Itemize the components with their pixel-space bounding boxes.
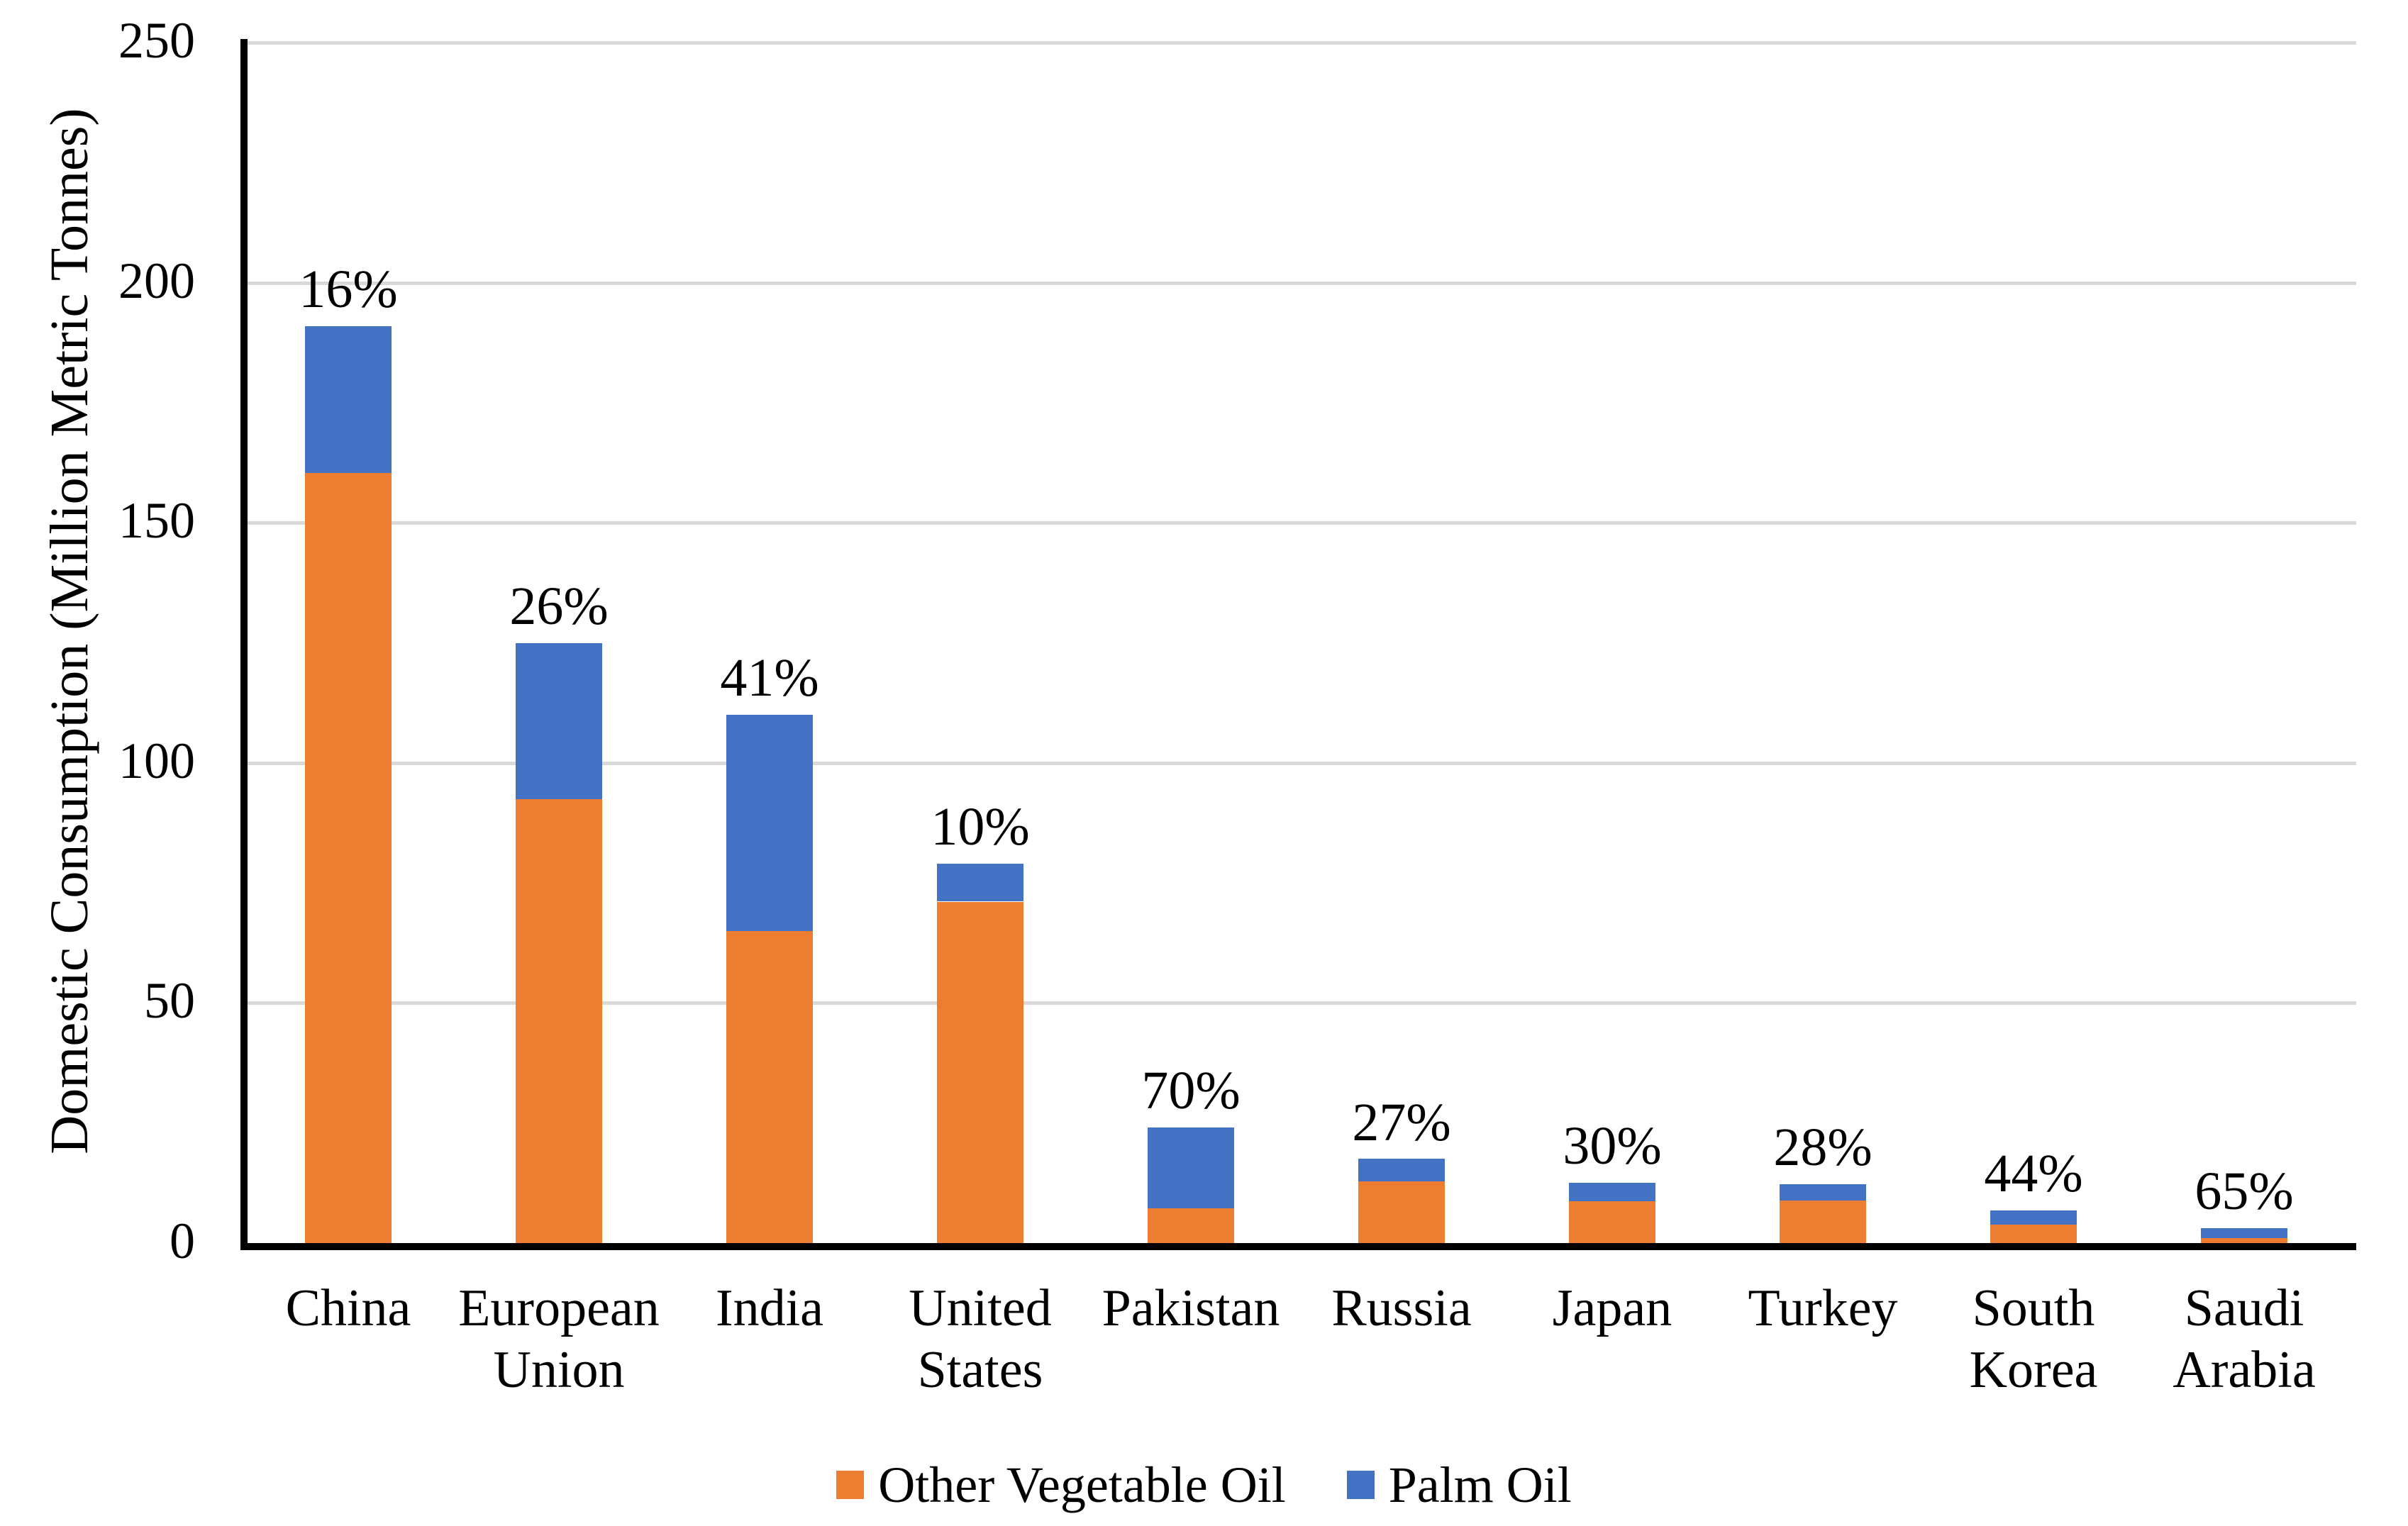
x-axis-label-china: China [285,1279,411,1337]
y-tick-label-200: 200 [118,252,195,309]
percent-label-turkey: 28% [1773,1118,1872,1178]
legend-swatch-palm-oil [1346,1471,1375,1499]
y-tick-label-100: 100 [118,732,195,789]
x-axis-label-turkey: Turkey [1748,1279,1898,1337]
bar-segment-palm-oil-japan [1569,1183,1655,1201]
bar-segment-other-vegetable-oil-pakistan [1148,1208,1234,1243]
legend-label-other-vegetable-oil: Other Vegetable Oil [878,1457,1286,1513]
x-axis-label-india: India [715,1279,824,1337]
legend-swatch-other-vegetable-oil [836,1471,865,1499]
bar-segment-other-vegetable-oil-turkey [1780,1201,1866,1243]
gridline-100 [248,761,2356,765]
x-axis-label-pakistan: Pakistan [1102,1279,1280,1337]
bar-segment-other-vegetable-oil-saudi-arabia [2201,1237,2287,1243]
percent-label-european-union: 26% [509,576,609,636]
x-axis-label-united-states: United States [909,1279,1052,1400]
bar-segment-palm-oil-pakistan [1148,1127,1234,1209]
bar-segment-palm-oil-russia [1358,1159,1445,1182]
x-axis-label-south-korea: South Korea [1969,1279,2098,1400]
y-tick-label-250: 250 [118,12,195,69]
y-axis-line [240,39,248,1250]
legend: Other Vegetable Oil Palm Oil [0,1452,2408,1517]
percent-label-india: 41% [720,648,819,708]
y-tick-label-0: 0 [170,1213,195,1270]
x-axis-line [240,1243,2356,1250]
bar-segment-palm-oil-china [305,325,392,473]
bar-segment-palm-oil-european-union [516,642,602,799]
x-axis-label-japan: Japan [1552,1279,1672,1337]
bar-segment-other-vegetable-oil-japan [1569,1201,1655,1243]
y-tick-label-150: 150 [118,492,195,550]
x-axis-label-russia: Russia [1331,1279,1472,1337]
gridline-50 [248,1001,2356,1006]
bar-segment-other-vegetable-oil-russia [1358,1181,1445,1243]
legend-item-palm-oil: Palm Oil [1346,1457,1572,1513]
legend-label-palm-oil: Palm Oil [1388,1457,1572,1513]
gridline-200 [248,281,2356,285]
percent-label-south-korea: 44% [1984,1143,2083,1203]
gridline-150 [248,521,2356,525]
bar-segment-other-vegetable-oil-china [305,472,392,1243]
x-axis-label-saudi-arabia: Saudi Arabia [2173,1279,2316,1400]
percent-label-pakistan: 70% [1141,1061,1241,1121]
percent-label-russia: 27% [1352,1092,1451,1152]
percent-label-japan: 30% [1563,1116,1662,1176]
bar-segment-palm-oil-south-korea [1990,1210,2077,1225]
bar-segment-palm-oil-india [726,715,813,932]
gridline-250 [248,41,2356,45]
bar-segment-palm-oil-turkey [1780,1184,1866,1201]
y-tick-label-50: 50 [144,972,195,1030]
percent-label-china: 16% [299,259,398,319]
bar-segment-other-vegetable-oil-south-korea [1990,1225,2077,1243]
bar-segment-other-vegetable-oil-european-union [516,798,602,1243]
bar-segment-palm-oil-saudi-arabia [2201,1228,2287,1238]
legend-item-other-vegetable-oil: Other Vegetable Oil [836,1459,1286,1510]
bar-segment-other-vegetable-oil-united-states [937,901,1023,1243]
percent-label-saudi-arabia: 65% [2195,1162,2294,1222]
x-axis-label-european-union: European Union [458,1279,660,1400]
bar-segment-palm-oil-united-states [937,864,1023,902]
bar-segment-other-vegetable-oil-india [726,931,813,1243]
percent-label-united-states: 10% [931,797,1030,857]
